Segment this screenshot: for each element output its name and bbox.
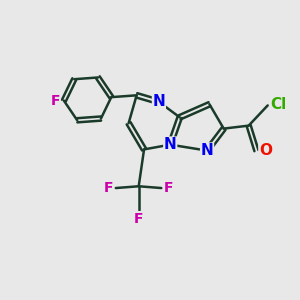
Text: O: O <box>259 143 272 158</box>
Text: N: N <box>152 94 165 110</box>
Text: F: F <box>134 212 143 226</box>
Text: F: F <box>164 181 173 195</box>
Text: F: F <box>104 181 113 195</box>
Text: Cl: Cl <box>270 97 286 112</box>
Text: N: N <box>201 143 213 158</box>
Text: F: F <box>51 94 60 108</box>
Text: N: N <box>164 137 177 152</box>
